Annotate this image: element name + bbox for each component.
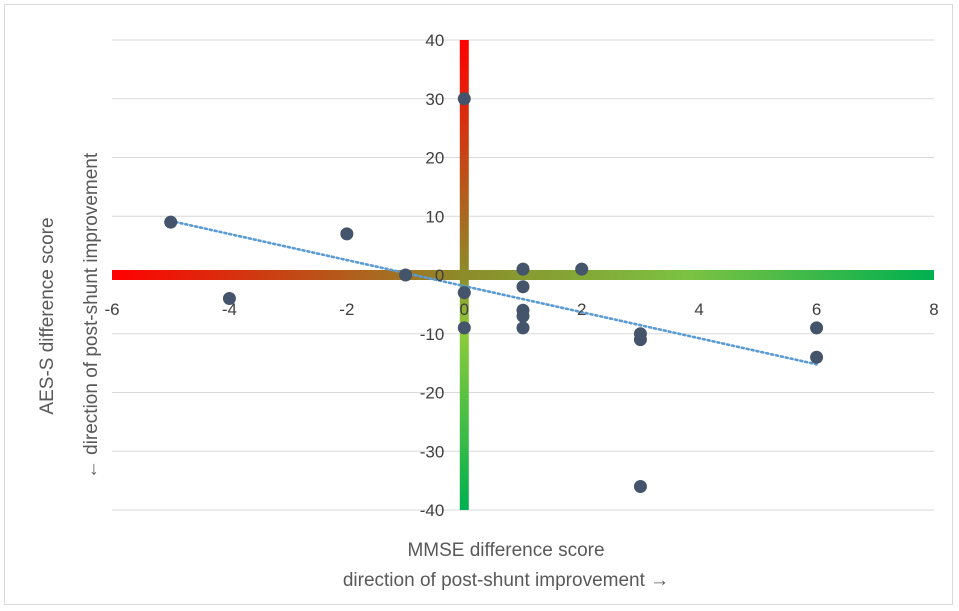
x-axis-title-line1: MMSE difference score [407, 540, 604, 561]
data-point [516, 309, 530, 323]
y-tick-label: 40 [425, 31, 444, 50]
trendline [169, 219, 818, 366]
y-tick-label: 0 [435, 266, 444, 285]
data-point [810, 321, 824, 335]
x-tick-label: 2 [577, 300, 586, 319]
data-point [810, 350, 824, 364]
data-point [575, 262, 589, 276]
x-tick-label: 6 [812, 300, 821, 319]
trendline-group [169, 219, 818, 366]
y-tick-label: -40 [420, 501, 445, 520]
data-point [457, 286, 471, 300]
x-tick-label: 8 [929, 300, 938, 319]
y-tick-label: -30 [420, 442, 445, 461]
axis-origin [459, 270, 469, 280]
y-tick-label: 30 [425, 90, 444, 109]
data-points [164, 92, 824, 493]
data-point [516, 280, 530, 294]
data-point [222, 292, 236, 305]
y-tick-label: 10 [425, 207, 444, 226]
y-tick-label: -20 [420, 384, 445, 403]
y-axis-title-line1: AES-S difference score [37, 217, 58, 414]
axis-titles: MMSE difference score direction of post-… [37, 152, 669, 591]
y-axis-title-line2: ← direction of post-shunt improvement [81, 152, 102, 479]
data-point [633, 480, 647, 493]
data-point [516, 262, 530, 276]
y-tick-label: 20 [425, 149, 444, 168]
x-tick-label: 4 [694, 300, 703, 319]
x-tick-label: -4 [222, 300, 237, 319]
data-point [399, 268, 413, 282]
data-point [164, 215, 178, 229]
data-point [340, 227, 354, 241]
data-point [516, 321, 530, 335]
chart-frame [4, 4, 953, 605]
x-tick-label: -6 [104, 300, 119, 319]
y-tick-label: -10 [420, 325, 445, 344]
x-axis-title-line2: direction of post-shunt improvement → [343, 570, 669, 591]
data-point [457, 321, 471, 335]
x-tick-label: -2 [339, 300, 354, 319]
data-point [457, 92, 471, 106]
x-tick-label: 0 [460, 300, 469, 319]
data-point [633, 333, 647, 347]
